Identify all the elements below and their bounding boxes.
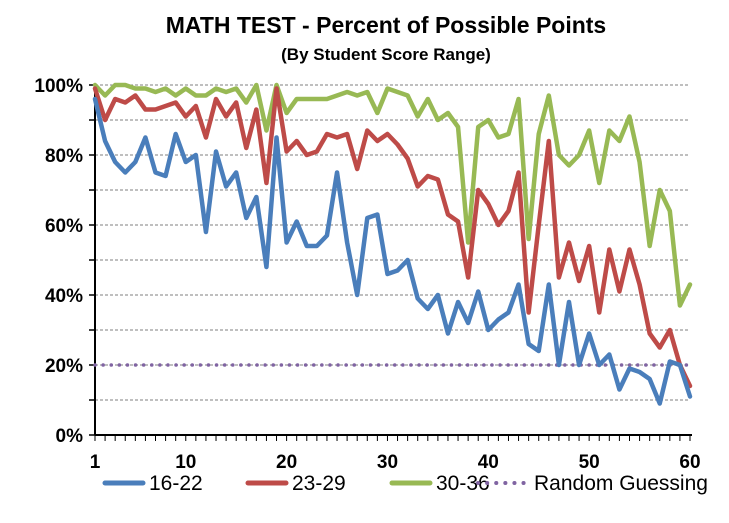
- chart-title: MATH TEST - Percent of Possible Points: [166, 12, 606, 38]
- x-tick-label: 40: [478, 452, 499, 473]
- legend: 16-22 23-29 30-36 Random Guessing: [102, 472, 708, 495]
- x-tick-label: 50: [579, 452, 600, 473]
- x-tick-label: 60: [679, 452, 700, 473]
- series-line-16-22: [92, 96, 693, 406]
- x-tick-label: 1: [90, 452, 101, 473]
- gridlines: [95, 84, 690, 401]
- legend-label-23-29: 23-29: [292, 472, 346, 495]
- series-lines: [92, 82, 693, 406]
- y-tick-label: 40%: [45, 286, 83, 307]
- y-tick-label: 20%: [45, 356, 83, 377]
- x-tick-label: 20: [276, 452, 297, 473]
- axes: [89, 83, 692, 441]
- legend-label-16-22: 16-22: [149, 472, 203, 495]
- legend-label-random-guessing: Random Guessing: [534, 472, 708, 495]
- series-line-23-29: [92, 86, 693, 389]
- y-tick-label: 0%: [56, 426, 84, 447]
- y-tick-label: 80%: [45, 146, 83, 167]
- x-axis-tick-labels: 1 10 20 30 40 50 60: [90, 452, 701, 473]
- series-line-30-36: [92, 82, 693, 308]
- y-tick-label: 60%: [45, 216, 83, 237]
- chart-subtitle: (By Student Score Range): [281, 45, 491, 64]
- y-tick-label: 100%: [34, 76, 83, 97]
- legend-label-30-36: 30-36: [436, 472, 490, 495]
- x-tick-label: 30: [377, 452, 398, 473]
- x-tick-label: 10: [175, 452, 196, 473]
- y-axis-tick-labels: 0% 20% 40% 60% 80% 100%: [34, 76, 83, 447]
